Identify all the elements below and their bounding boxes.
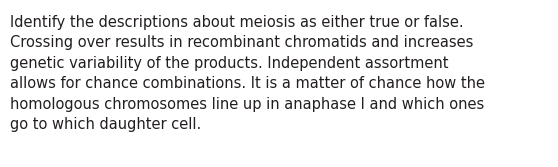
Text: Identify the descriptions about meiosis as either true or false.
Crossing over r: Identify the descriptions about meiosis …	[10, 15, 485, 132]
